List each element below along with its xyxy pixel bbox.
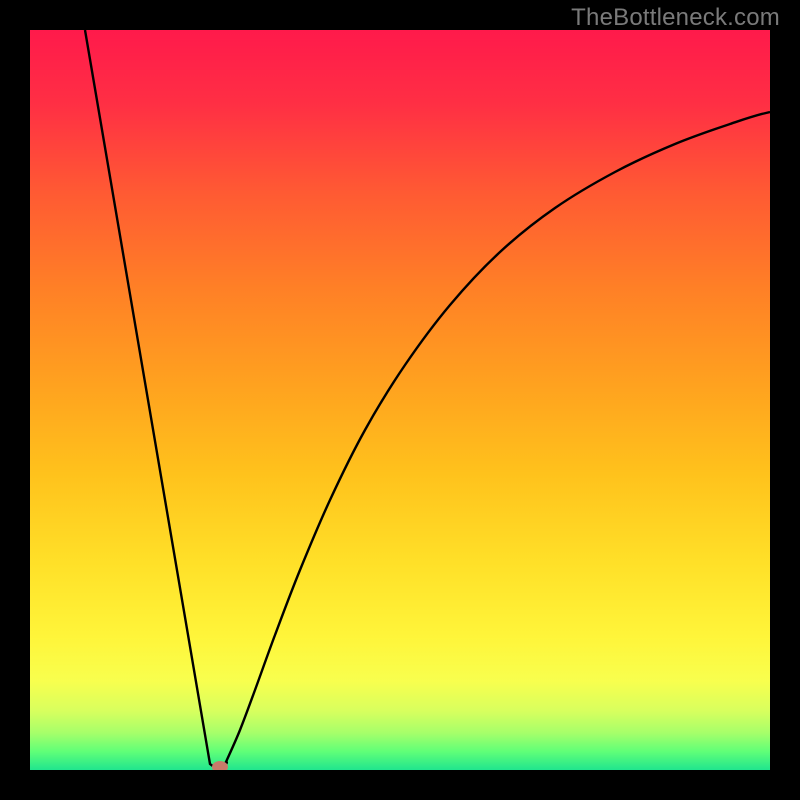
chart-container: TheBottleneck.com: [0, 0, 800, 800]
curve-layer: [30, 30, 770, 770]
watermark-text: TheBottleneck.com: [571, 4, 780, 32]
bottleneck-curve: [85, 30, 770, 767]
plot-area: [30, 30, 770, 770]
